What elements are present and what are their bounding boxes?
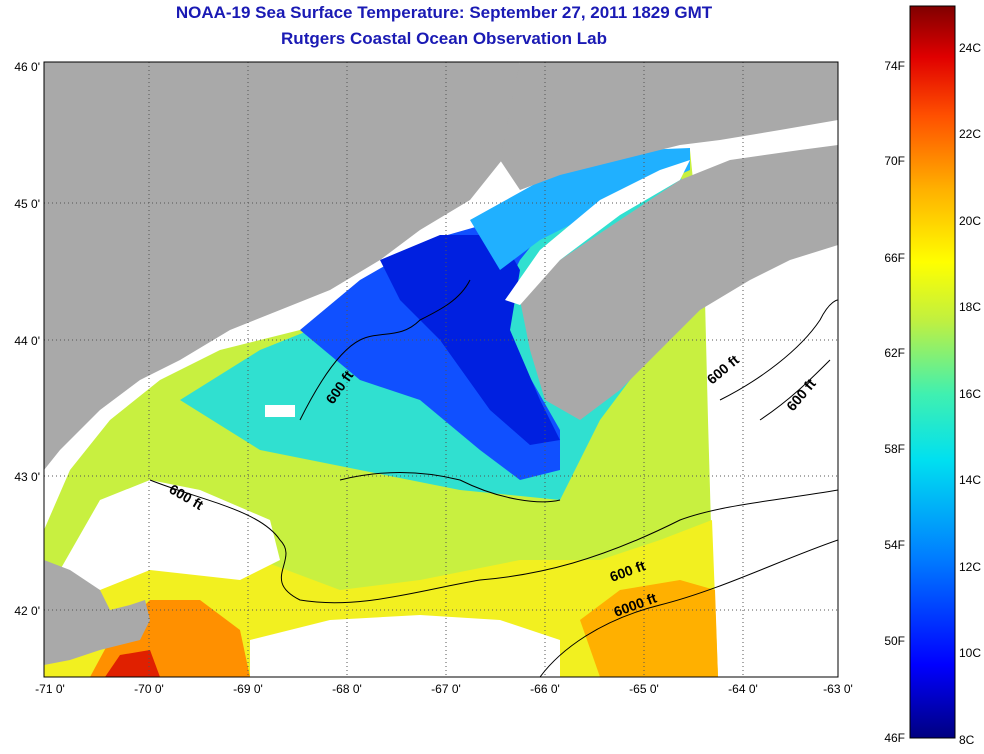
- x-tick-label: -68 0': [332, 682, 362, 696]
- colorbar-c-label: 18C: [959, 300, 981, 314]
- land: [44, 62, 838, 665]
- map-title: NOAA-19 Sea Surface Temperature: Septemb…: [175, 3, 713, 22]
- grid: [44, 62, 838, 677]
- colorbar-c-label: 10C: [959, 646, 981, 660]
- y-tick-label: 45 0': [14, 197, 40, 211]
- x-tick-label: -69 0': [233, 682, 263, 696]
- colorbar-f-label: 74F: [884, 59, 905, 73]
- colorbar-f-label: 70F: [884, 154, 905, 168]
- y-tick-label: 44 0': [14, 334, 40, 348]
- colorbar-c-label: 14C: [959, 473, 981, 487]
- colorbar-c-label: 12C: [959, 560, 981, 574]
- colorbar-f-label: 50F: [884, 634, 905, 648]
- x-tick-label: -70 0': [134, 682, 164, 696]
- map-subtitle: Rutgers Coastal Ocean Observation Lab: [281, 29, 607, 48]
- x-tick-label: -71 0': [35, 682, 65, 696]
- x-tick-label: -63 0': [823, 682, 853, 696]
- colorbar: 74F 70F 66F 62F 58F 54F 50F 46F 24C 22C 20C 18C 16C…: [884, 5, 981, 747]
- colorbar-f-label: 58F: [884, 442, 905, 456]
- contours: [149, 279, 838, 677]
- colorbar-c-label: 24C: [959, 41, 981, 55]
- colorbar-c-label: 20C: [959, 214, 981, 228]
- colorbar-gradient: [909, 5, 956, 739]
- map-frame: 600 ft 600 ft 600 ft 600 ft 600 ft 6000 …: [44, 62, 838, 677]
- colorbar-c-label: 16C: [959, 387, 981, 401]
- colorbar-c-label: 8C: [959, 733, 975, 747]
- y-axis: 46 0' 45 0' 44 0' 43 0' 42 0': [14, 60, 40, 618]
- colorbar-f-label: 54F: [884, 538, 905, 552]
- x-tick-label: -66 0': [530, 682, 560, 696]
- y-tick-label: 46 0': [14, 60, 40, 74]
- y-tick-label: 42 0': [14, 604, 40, 618]
- x-axis: -71 0' -70 0' -69 0' -68 0' -67 0' -66 0…: [35, 682, 853, 696]
- colorbar-f-label: 66F: [884, 251, 905, 265]
- x-tick-label: -65 0': [629, 682, 659, 696]
- colorbar-c-label: 22C: [959, 127, 981, 141]
- colorbar-f-label: 62F: [884, 346, 905, 360]
- y-tick-label: 43 0': [14, 470, 40, 484]
- colorbar-f-label: 46F: [884, 731, 905, 745]
- map-border: [43, 61, 839, 678]
- x-tick-label: -67 0': [431, 682, 461, 696]
- x-tick-label: -64 0': [728, 682, 758, 696]
